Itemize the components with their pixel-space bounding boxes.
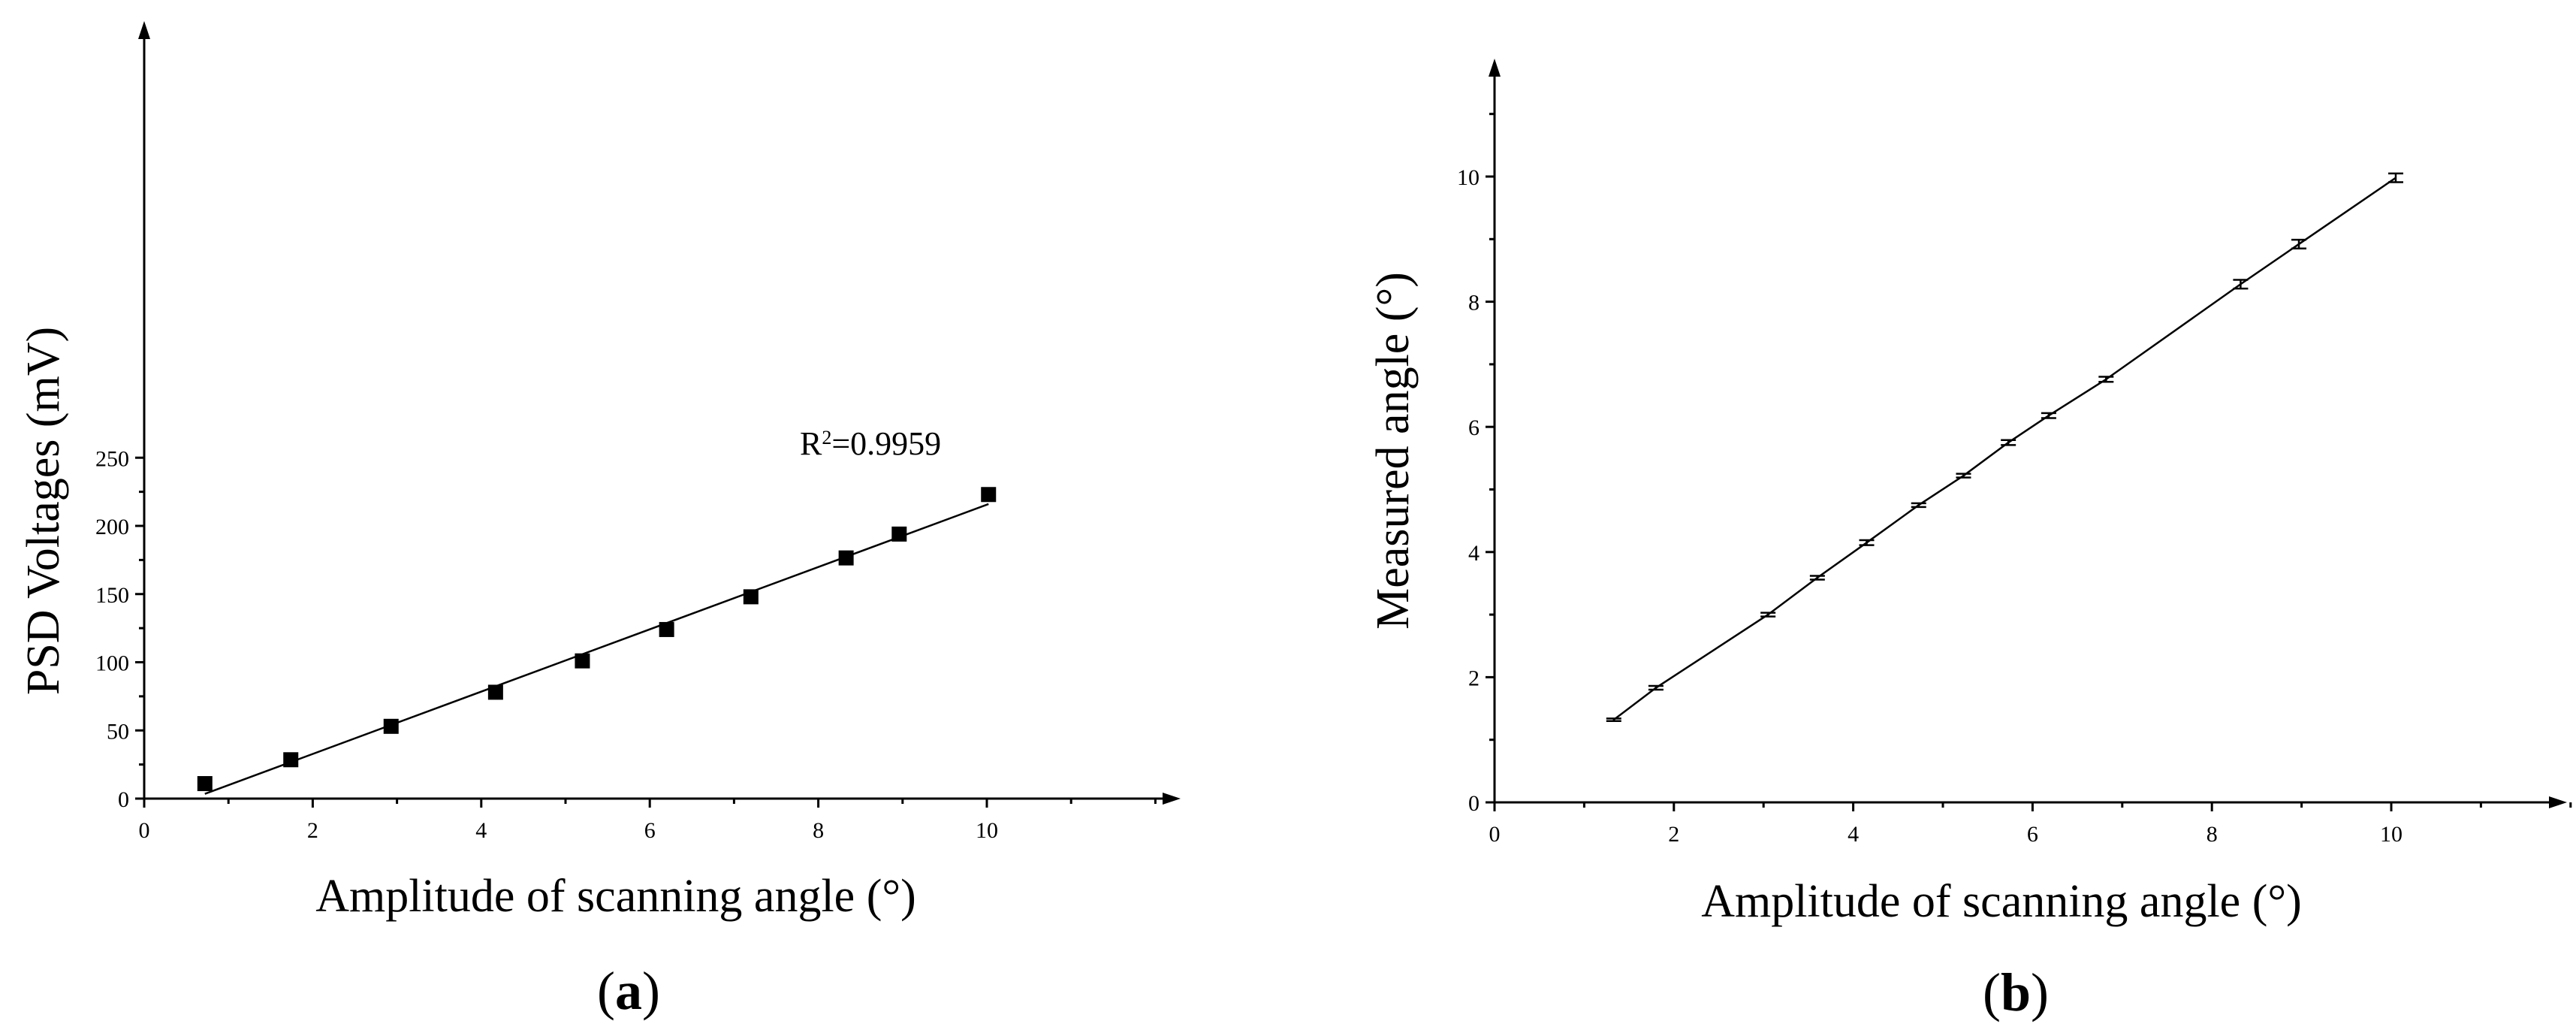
x-tick-label: 4 xyxy=(475,818,487,843)
fit-line xyxy=(204,503,989,795)
error-bar xyxy=(2001,439,2016,446)
x-tick-label: 4 xyxy=(1848,822,1859,847)
error-bar xyxy=(1606,717,1621,722)
x-tick-label: 6 xyxy=(644,818,656,843)
error-bar xyxy=(2387,172,2403,183)
y-tick-label: 0 xyxy=(1468,791,1480,816)
error-bar xyxy=(1956,473,1971,479)
data-point xyxy=(981,487,997,503)
y-axis-label: Measured angle (°) xyxy=(1368,272,1419,630)
x-tick-label: 2 xyxy=(307,818,318,843)
panel-label: (b) xyxy=(1983,962,2049,1022)
y-tick-label: 50 xyxy=(107,719,129,744)
data-point xyxy=(487,684,503,700)
data-point xyxy=(575,653,590,669)
error-bar xyxy=(2098,376,2114,383)
y-tick-label: 8 xyxy=(1468,291,1480,316)
chart-panel-b: 0 2 4 6 8 10 0 2 4 6 8 10 Amplitude of scanning angl… xyxy=(1368,59,2572,1022)
error-bar xyxy=(1760,612,1776,618)
x-axis-label: Amplitude of scanning angle (°) xyxy=(315,871,916,922)
y-tick-label: 10 xyxy=(1457,165,1480,190)
panel-label: (a) xyxy=(597,961,660,1021)
error-bar xyxy=(1648,684,1664,691)
data-point xyxy=(891,526,907,542)
r-squared-annotation: R2=0.9959 xyxy=(800,425,941,462)
x-tick-label: 8 xyxy=(2206,822,2218,847)
y-axis-arrow xyxy=(1489,59,1501,77)
error-bar xyxy=(1859,539,1875,546)
data-point xyxy=(283,752,299,768)
x-tick-label: 10 xyxy=(2380,822,2403,847)
y-tick-label: 150 xyxy=(95,583,129,608)
y-tick-label: 200 xyxy=(95,515,129,539)
error-bar xyxy=(2233,279,2249,290)
x-tick-label: 0 xyxy=(139,818,150,843)
data-point xyxy=(659,621,674,637)
data-point xyxy=(743,589,759,605)
x-tick-label: 8 xyxy=(813,818,824,843)
x-axis-arrow xyxy=(1163,793,1181,805)
y-tick-label: 250 xyxy=(95,446,129,471)
y-axis-arrow xyxy=(138,21,150,39)
y-tick-label: 6 xyxy=(1468,415,1480,440)
error-bar xyxy=(2041,412,2056,419)
error-bar xyxy=(1911,502,1926,509)
x-tick-label: 10 xyxy=(976,818,998,843)
y-tick-label: 100 xyxy=(95,651,129,676)
x-tick-label: 6 xyxy=(2027,822,2038,847)
x-axis-label: Amplitude of scanning angle (°) xyxy=(1701,876,2302,927)
x-tick-label: 0 xyxy=(1489,822,1501,847)
data-point xyxy=(197,776,213,792)
x-tick-label: 2 xyxy=(1668,822,1679,847)
x-axis-arrow xyxy=(2549,796,2567,808)
data-point xyxy=(383,718,399,734)
data-point xyxy=(838,550,854,566)
error-bar xyxy=(1809,575,1825,581)
y-axis-label: PSD Voltages (mV) xyxy=(18,327,69,695)
y-tick-label: 0 xyxy=(118,787,129,812)
error-bar xyxy=(2291,238,2307,250)
y-tick-label: 4 xyxy=(1468,541,1480,566)
y-tick-label: 2 xyxy=(1468,666,1480,690)
series-line xyxy=(1613,177,2397,721)
